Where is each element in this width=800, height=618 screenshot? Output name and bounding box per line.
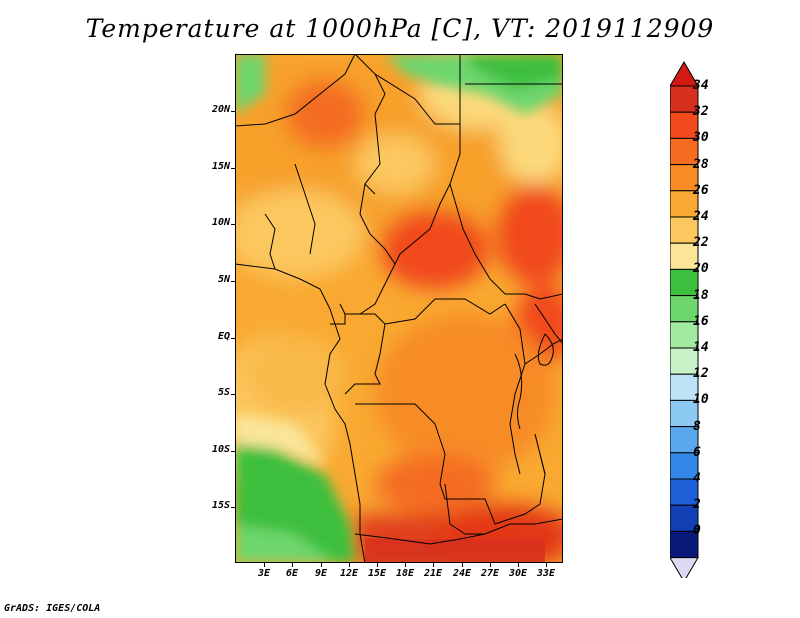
longitude-label: 3E: [257, 568, 271, 579]
longitude-label: 6E: [285, 568, 299, 579]
longitude-tick: [349, 563, 350, 567]
latitude-tick: [231, 338, 235, 339]
longitude-tick: [405, 563, 406, 567]
colorbar-segment: [670, 347, 699, 375]
longitude-tick: [377, 563, 378, 567]
colorbar-label: 8: [693, 418, 701, 434]
colorbar-label: 6: [693, 444, 701, 460]
colorbar-label: 4: [693, 471, 701, 486]
longitude-label: 9E: [314, 568, 328, 579]
colorbar-label: 10: [693, 392, 709, 408]
colorbar-label: 22: [693, 235, 709, 251]
longitude-tick: [546, 563, 547, 567]
colorbar-segment: [670, 373, 699, 401]
colorbar-segment: [670, 216, 699, 244]
latitude-tick: [231, 111, 235, 112]
latitude-label: 5S: [217, 387, 230, 398]
colorbar-segment: [670, 111, 699, 139]
longitude-label: 30E: [508, 568, 528, 579]
colorbar-label: 14: [693, 340, 709, 355]
colorbar-label: 0: [693, 523, 701, 539]
longitude-tick: [433, 563, 434, 567]
colorbar-label: 28: [693, 156, 709, 172]
latitude-label: 10S: [211, 444, 230, 455]
colorbar-label: 24: [693, 209, 709, 224]
longitude-label: 12E: [339, 568, 359, 579]
latitude-label: 20N: [211, 104, 230, 115]
latitude-tick: [231, 281, 235, 282]
latitude-label: 15S: [211, 500, 230, 511]
colorbar-label: 16: [693, 313, 709, 329]
latitude-tick: [231, 224, 235, 225]
latitude-tick: [231, 507, 235, 508]
colorbar: [670, 61, 699, 578]
colorbar-bottom-arrow: [670, 557, 699, 578]
longitude-label: 18E: [395, 568, 415, 579]
longitude-label: 24E: [452, 568, 472, 579]
colorbar-segment: [670, 137, 699, 166]
latitude-label: 5N: [217, 274, 230, 285]
longitude-label: 21E: [423, 568, 443, 579]
colorbar-segment: [670, 85, 699, 113]
colorbar-segment: [670, 426, 699, 454]
longitude-tick: [264, 563, 265, 567]
latitude-tick: [231, 451, 235, 452]
longitude-tick: [518, 563, 519, 567]
longitude-tick: [321, 563, 322, 567]
longitude-tick: [490, 563, 491, 567]
map-title: Temperature at 1000hPa [C], VT: 20191129…: [85, 14, 715, 43]
colorbar-label: 34: [693, 78, 709, 93]
temperature-map: [235, 54, 563, 563]
latitude-label: EQ: [217, 331, 230, 342]
temperature-field: [235, 54, 563, 563]
colorbar-segment: [670, 164, 699, 192]
longitude-label: 27E: [480, 568, 500, 579]
colorbar-segment: [670, 399, 699, 428]
latitude-label: 10N: [211, 217, 230, 228]
latitude-tick: [231, 168, 235, 169]
latitude-tick: [231, 394, 235, 395]
footer-credit: GrADS: IGES/COLA: [4, 603, 101, 614]
colorbar-label: 26: [693, 182, 709, 198]
colorbar-segment: [670, 321, 699, 349]
colorbar-label: 32: [693, 104, 709, 120]
latitude-label: 15N: [211, 161, 230, 172]
colorbar-label: 18: [693, 287, 709, 303]
colorbar-label: 30: [693, 130, 709, 146]
colorbar-segment: [670, 530, 699, 559]
longitude-tick: [292, 563, 293, 567]
longitude-label: 33E: [536, 568, 556, 579]
longitude-tick: [462, 563, 463, 567]
colorbar-label: 12: [693, 366, 709, 382]
longitude-label: 15E: [367, 568, 387, 579]
colorbar-segment: [670, 295, 699, 323]
colorbar-label: 2: [693, 497, 701, 513]
colorbar-label: 20: [693, 261, 709, 277]
colorbar-segment: [670, 242, 699, 270]
